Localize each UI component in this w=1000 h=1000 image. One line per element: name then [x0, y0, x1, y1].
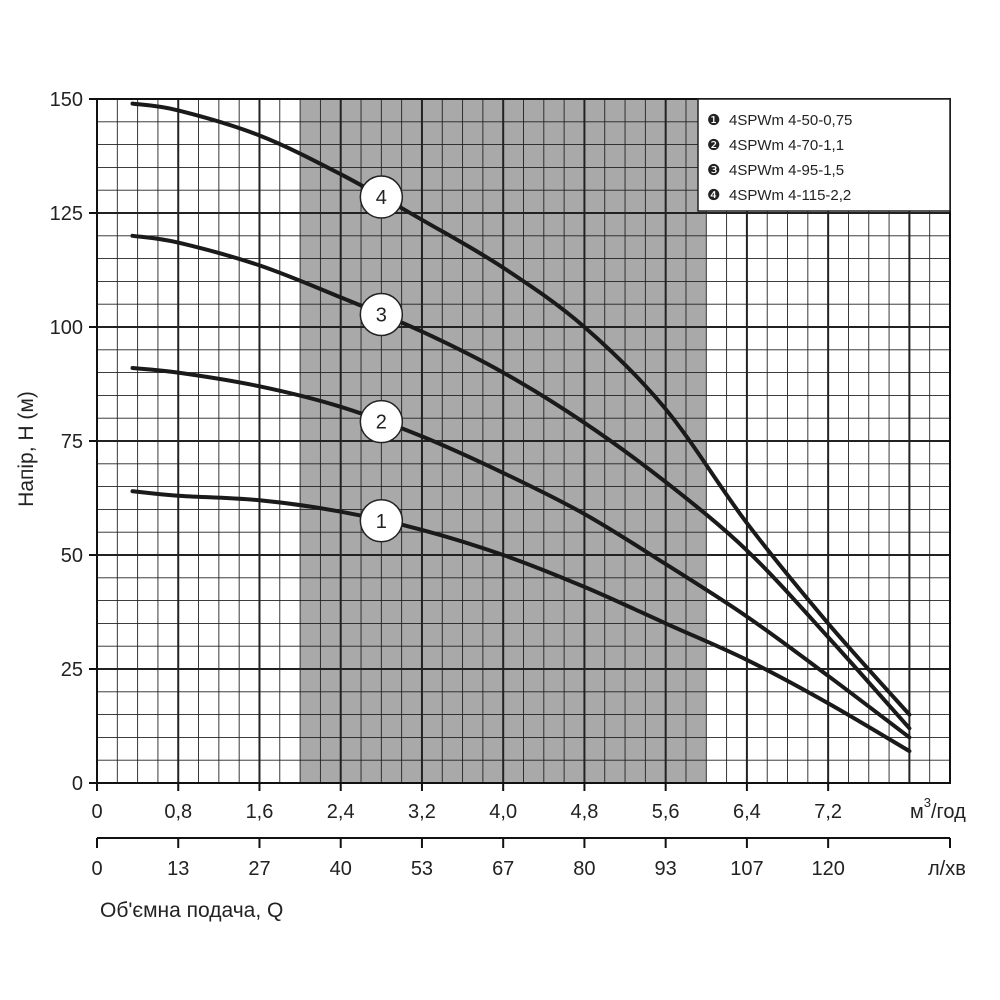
x-tick-label-m3h: 7,2 [814, 801, 842, 823]
x-tick-label-lpm: 0 [91, 858, 102, 880]
x-tick-label-lpm: 27 [248, 858, 270, 880]
x-tick-label-m3h: 4,0 [489, 801, 517, 823]
x-axis-title: Об'ємна подача, Q [100, 899, 283, 922]
legend-bullet-3: ❸ [707, 162, 720, 179]
x-tick-label-m3h: 6,4 [733, 801, 761, 823]
x-tick-label-lpm: 107 [730, 858, 763, 880]
curve-marker-label-3: 3 [376, 304, 387, 326]
y-tick-label: 125 [50, 203, 83, 225]
legend-item-3: 4SPWm 4-95-1,5 [729, 162, 844, 179]
x-unit-m3h: м3/год [910, 795, 966, 823]
curve-marker-3 [359, 292, 404, 337]
curve-marker-label-4: 4 [376, 187, 387, 209]
curve-marker-label-1: 1 [376, 511, 387, 533]
x-tick-label-lpm: 93 [655, 858, 677, 880]
x-tick-label-lpm: 40 [330, 858, 352, 880]
x-tick-label-m3h: 3,2 [408, 801, 436, 823]
legend-item-2: 4SPWm 4-70-1,1 [729, 137, 844, 154]
x-tick-label-m3h: 2,4 [327, 801, 355, 823]
legend-bullet-2: ❷ [707, 137, 720, 154]
y-tick-label: 50 [61, 545, 83, 567]
x-tick-label-m3h: 4,8 [571, 801, 599, 823]
x-tick-label-m3h: 0 [91, 801, 102, 823]
curve-marker-label-2: 2 [376, 412, 387, 434]
x-tick-label-lpm: 67 [492, 858, 514, 880]
series-curve-4 [130, 101, 912, 717]
x-tick-label-m3h: 5,6 [652, 801, 680, 823]
x-unit-lpm: л/хв [928, 858, 966, 880]
curve-marker-2 [359, 399, 404, 444]
legend-box [697, 98, 951, 212]
y-tick-label: 25 [61, 659, 83, 681]
y-tick-label: 0 [72, 773, 83, 795]
x-tick-label-m3h: 0,8 [164, 801, 192, 823]
legend-item-1: 4SPWm 4-50-0,75 [729, 112, 852, 129]
y-tick-label: 75 [61, 431, 83, 453]
x-tick-label-lpm: 80 [573, 858, 595, 880]
legend: ❶ 4SPWm 4-50-0,75 ❷ 4SPWm 4-70-1,1 ❸ 4SPWm 4-… [697, 98, 951, 212]
x-tick-label-lpm: 120 [811, 858, 844, 880]
curve-marker-1 [359, 499, 404, 543]
legend-bullet-1: ❶ [707, 112, 720, 129]
x-tick-label-lpm: 53 [411, 858, 433, 880]
legend-item-4: 4SPWm 4-115-2,2 [729, 187, 851, 204]
y-axis-title: Напір, Н (м) [15, 391, 38, 507]
legend-bullet-4: ❹ [707, 187, 720, 204]
x-tick-label-m3h: 1,6 [246, 801, 274, 823]
series-curve-1 [130, 489, 912, 754]
y-tick-label: 150 [50, 89, 83, 111]
y-tick-label: 100 [50, 317, 83, 339]
series-curve-3 [130, 233, 912, 731]
curve-marker-4 [359, 175, 404, 219]
x-tick-label-lpm: 13 [167, 858, 189, 880]
series-curve-2 [130, 366, 912, 740]
